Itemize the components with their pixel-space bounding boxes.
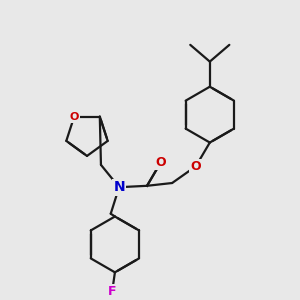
Text: O: O <box>190 160 201 173</box>
Text: N: N <box>113 180 125 194</box>
Text: O: O <box>70 112 79 122</box>
Text: F: F <box>108 285 116 298</box>
Text: O: O <box>156 156 166 169</box>
